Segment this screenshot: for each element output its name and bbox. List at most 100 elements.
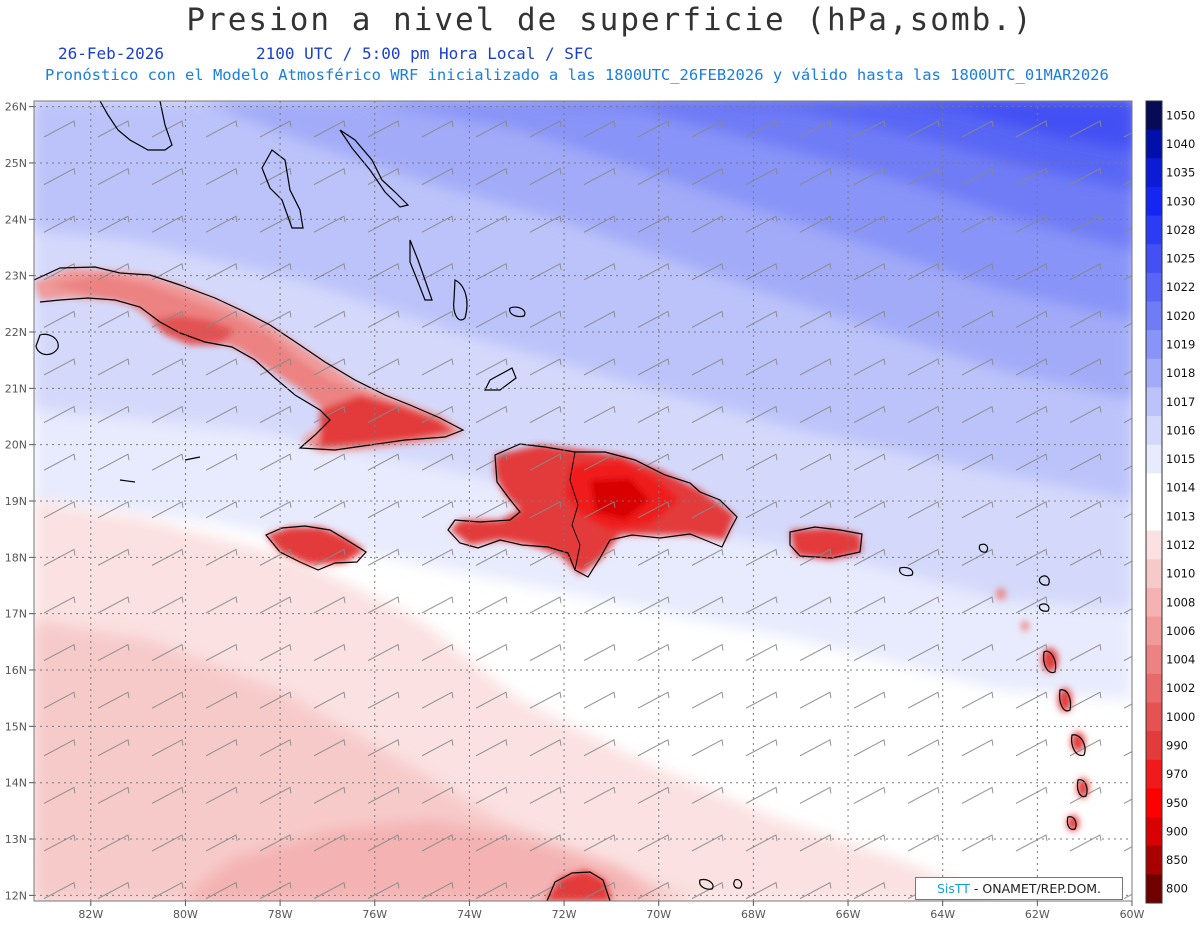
- colorbar-label: 1022: [1166, 280, 1195, 294]
- colorbar-label: 800: [1166, 882, 1188, 896]
- lat-tick-label: 16N: [5, 664, 27, 677]
- lat-tick-label: 26N: [5, 101, 27, 114]
- colorbar-label: 900: [1166, 824, 1188, 838]
- lon-tick-label: 64W: [930, 908, 955, 921]
- lon-tick-label: 76W: [362, 908, 387, 921]
- coastline-cuba: [34, 266, 465, 451]
- lon-tick-label: 68W: [741, 908, 766, 921]
- colorbar-swatch-1017: [1146, 387, 1162, 417]
- colorbar-label: 1016: [1166, 423, 1195, 437]
- colorbar-swatch-1028: [1146, 215, 1162, 245]
- colorbar-label: 1050: [1166, 108, 1195, 122]
- lat-tick-label: 17N: [5, 608, 27, 621]
- colorbar-swatch-970: [1146, 759, 1162, 789]
- lat-tick-label: 22N: [5, 326, 27, 339]
- colorbar-swatch-1018: [1146, 358, 1162, 388]
- coastline-puerto-rico: [789, 526, 863, 559]
- map-title: Presion a nivel de superficie (hPa,somb.…: [186, 2, 1034, 38]
- colorbar-swatch-1006: [1146, 616, 1162, 646]
- colorbar-swatch-1022: [1146, 272, 1162, 302]
- colorbar-label: 1010: [1166, 567, 1195, 581]
- colorbar-label: 1014: [1166, 481, 1195, 495]
- colorbar-label: 1013: [1166, 509, 1195, 523]
- colorbar-swatch-950: [1146, 788, 1162, 818]
- wind-barbs: [34, 101, 1132, 901]
- pressure-colorbar: 1050 1040 1035 1030 1028 1025 1022 1020 1019 1018…: [1145, 100, 1195, 904]
- lat-tick-label: 12N: [5, 889, 27, 902]
- coastline-dominica: [1043, 650, 1057, 674]
- lat-tick-label: 20N: [5, 439, 27, 452]
- colorbar-label: 1017: [1166, 395, 1195, 409]
- lon-tick-label: 78W: [268, 908, 293, 921]
- coastline-hispaniola: [447, 443, 738, 578]
- colorbar-label: 1004: [1166, 653, 1195, 667]
- colorbar-swatch-1010: [1146, 559, 1162, 589]
- colorbar-swatch-800: [1146, 874, 1162, 904]
- colorbar-label: 1030: [1166, 194, 1195, 208]
- colorbar-label: 1015: [1166, 452, 1195, 466]
- coastline-curacao: [699, 879, 743, 890]
- colorbar-swatch-1000: [1146, 702, 1162, 732]
- colorbar-swatch-1012: [1146, 530, 1162, 560]
- colorbar-label: 950: [1166, 796, 1188, 810]
- model-subtitle: Pronóstico con el Modelo Atmosférico WRF…: [45, 66, 1109, 84]
- lon-tick-label: 82W: [78, 908, 103, 921]
- coastline-st-vincent: [1076, 779, 1088, 798]
- coastline-grenada: [1066, 816, 1077, 830]
- forecast-time: 2100 UTC / 5:00 pm Hora Local / SFC: [256, 44, 594, 63]
- colorbar-label: 1025: [1166, 252, 1195, 266]
- colorbar-label: 970: [1166, 767, 1188, 781]
- colorbar-label: 1000: [1166, 710, 1195, 724]
- lat-tick-label: 13N: [5, 833, 27, 846]
- colorbar-swatch-1050: [1146, 101, 1162, 131]
- colorbar-label: 1035: [1166, 166, 1195, 180]
- credit-text: - ONAMET/REP.DOM.: [969, 881, 1102, 896]
- colorbar-swatch-1004: [1146, 645, 1162, 675]
- colorbar-swatch-1002: [1146, 673, 1162, 703]
- colorbar-label: 990: [1166, 738, 1188, 752]
- colorbar-swatch-1020: [1146, 301, 1162, 331]
- gridlines: [34, 101, 1132, 901]
- coastline-cayman: [119, 456, 201, 483]
- colorbar-swatch-1040: [1146, 129, 1162, 159]
- colorbar-swatch-850: [1146, 845, 1162, 875]
- coastline-florida: [99, 101, 173, 151]
- colorbar-swatch-1019: [1146, 330, 1162, 360]
- colorbar-label: 1040: [1166, 137, 1195, 151]
- lat-tick-label: 15N: [5, 720, 27, 733]
- colorbar-swatch-1025: [1146, 244, 1162, 274]
- colorbar-swatch-990: [1146, 731, 1162, 761]
- coastline-jamaica: [265, 525, 367, 571]
- coastline-martinique: [1059, 689, 1072, 712]
- lat-tick-label: 21N: [5, 382, 27, 395]
- colorbar-swatch-1013: [1146, 502, 1162, 532]
- credit-brand: SisTT: [936, 881, 970, 896]
- coastline-anguilla: [978, 543, 989, 553]
- colorbar-label: 1002: [1166, 681, 1195, 695]
- lat-tick-label: 23N: [5, 270, 27, 283]
- coastline-antigua: [1038, 603, 1050, 612]
- coastline-isla-juventud: [35, 333, 59, 356]
- coastline-andros: [261, 149, 304, 229]
- lat-tick-label: 25N: [5, 157, 27, 170]
- lon-tick-label: 70W: [646, 908, 671, 921]
- colorbar-label: 1006: [1166, 624, 1195, 638]
- lat-tick-label: 18N: [5, 551, 27, 564]
- valid-time-line: 26-Feb-2026 2100 UTC / 5:00 pm Hora Loca…: [58, 44, 593, 63]
- coastline-st-lucia: [1071, 734, 1086, 757]
- lon-tick-label: 80W: [173, 908, 198, 921]
- lon-tick-label: 66W: [836, 908, 861, 921]
- lon-tick-label: 62W: [1025, 908, 1050, 921]
- coastline-bahamas-2: [409, 239, 433, 301]
- colorbar-label: 1018: [1166, 366, 1195, 380]
- colorbar-label: 1012: [1166, 538, 1195, 552]
- colorbar-label: 1019: [1166, 337, 1195, 351]
- colorbar-swatch-1030: [1146, 186, 1162, 217]
- colorbar-swatch-1016: [1146, 416, 1162, 446]
- longitude-ticks: 82W 80W 78W 76W 74W 72W 70W 68W 66W 64W 62W 60W: [78, 901, 1145, 921]
- colorbar-swatch-1035: [1146, 158, 1162, 188]
- latitude-ticks: 12N 13N 14N 15N 16N 17N 18N 19N 20N 21N 22N 23N 24N 2…: [5, 101, 34, 902]
- lon-tick-label: 72W: [552, 908, 577, 921]
- colorbar-swatch-1014: [1146, 473, 1162, 503]
